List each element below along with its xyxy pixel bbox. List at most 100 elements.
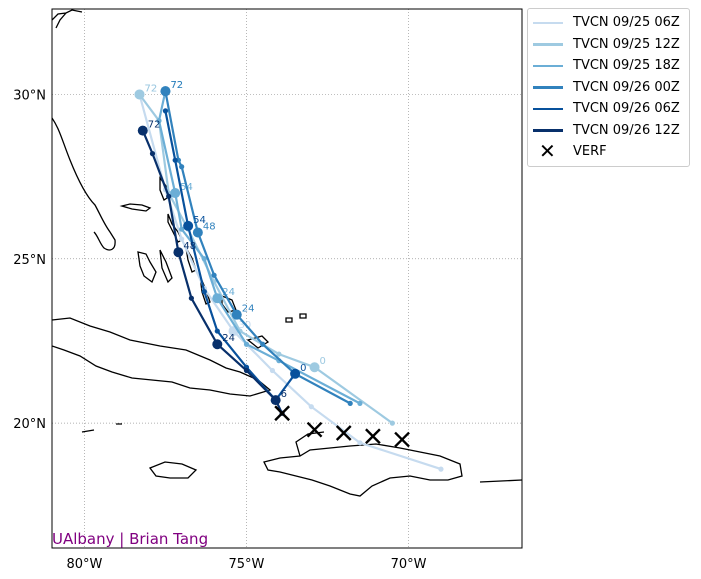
legend-label: TVCN 09/26 00Z: [573, 79, 680, 95]
forecast-hour-label: 48: [183, 241, 196, 252]
forecast-hour-label: 6: [281, 389, 287, 400]
track-point: [179, 226, 185, 232]
legend-item: ✕ VERF: [528, 141, 689, 163]
track-point: [134, 89, 145, 100]
forecast-hour-label: 24: [242, 304, 255, 315]
track-point: [162, 108, 169, 114]
lon-tick-label: 80°W: [66, 557, 102, 572]
coast-florida: [52, 117, 116, 251]
forecast-hour-label: 72: [170, 80, 183, 91]
coast-turks: [285, 313, 307, 323]
lat-tick-label: 20°N: [13, 417, 46, 432]
track-point: [243, 341, 250, 347]
coast-puerto-rico: [479, 479, 522, 483]
line-swatch-icon: [533, 37, 563, 51]
track-point: [173, 247, 184, 258]
track-point: [201, 256, 207, 262]
legend-item: TVCN 09/26 12Z: [528, 120, 689, 142]
track-point: [438, 466, 444, 472]
line-swatch-icon: [533, 80, 563, 94]
coast-bahamas-grand: [119, 203, 152, 212]
forecast-hour-label: 72: [145, 83, 158, 94]
track-point: [357, 400, 363, 406]
track-point: [212, 339, 223, 350]
forecast-hour-label: 54: [193, 215, 206, 226]
verf-marker: [274, 405, 290, 422]
track-point: [290, 368, 301, 379]
track-point: [260, 341, 266, 347]
track-point: [137, 125, 148, 136]
track-point: [179, 236, 185, 242]
forecast-hour-label: 72: [148, 120, 161, 131]
legend-label: TVCN 09/26 12Z: [573, 122, 680, 138]
forecast-hour-label: 0: [300, 363, 306, 374]
forecast-hour-label: 30: [239, 320, 252, 331]
track-5: 6 24 48 72: [137, 120, 287, 416]
track-point: [347, 400, 353, 406]
track-3: 24 48 72: [160, 80, 353, 406]
line-swatch-icon: [533, 102, 563, 116]
forecast-hour-label: 48: [203, 221, 216, 232]
track-0: 30 72: [134, 83, 444, 472]
legend-item: TVCN 09/26 06Z: [528, 98, 689, 120]
track-point: [156, 118, 162, 124]
legend-label: TVCN 09/25 18Z: [573, 58, 680, 74]
plot-frame: [51, 8, 523, 549]
verf-marker: [394, 431, 410, 448]
track-point: [212, 293, 223, 304]
track-point: [170, 188, 181, 199]
track-point: [243, 367, 250, 374]
track-point: [188, 295, 194, 301]
coast-bahamas-andros: [137, 251, 157, 284]
legend-item: TVCN 09/25 18Z: [528, 55, 689, 77]
track-point: [357, 440, 363, 446]
track-point: [201, 289, 207, 295]
track-point: [214, 328, 220, 334]
lon-tick-label: 70°W: [391, 557, 427, 572]
legend-item: TVCN 09/25 12Z: [528, 34, 689, 56]
coast-bahamas-acklins: [221, 295, 237, 313]
track-line: [138, 94, 442, 471]
track-point: [179, 164, 185, 170]
track-point: [308, 404, 314, 410]
track-point: [270, 395, 281, 406]
axis-ticks: 80°W 75°W 70°W 20°N 25°N 30°N: [13, 88, 426, 572]
track-point: [269, 367, 276, 374]
forecast-hour-label: 24: [222, 287, 235, 298]
track-point: [160, 86, 171, 97]
coast-cuba: [52, 317, 272, 397]
lat-tick-label: 30°N: [13, 88, 46, 103]
track-point: [192, 227, 203, 238]
credit-text: UAlbany | Brian Tang: [52, 530, 208, 548]
forecast-hour-label: 72: [145, 83, 158, 94]
track-point: [183, 220, 194, 231]
verf-marker: [306, 421, 323, 438]
lat-tick-label: 25°N: [13, 253, 46, 268]
map-gridlines: [52, 9, 522, 548]
legend-label: VERF: [573, 144, 607, 160]
coast-cayman: [81, 423, 122, 433]
verification-markers: [274, 405, 410, 448]
coast-se-us: [52, 9, 83, 29]
track-point: [166, 193, 172, 199]
track-point: [231, 309, 242, 320]
legend-item: TVCN 09/25 06Z: [528, 12, 689, 34]
coast-bahamas-exuma: [159, 249, 173, 284]
legend-label: TVCN 09/25 06Z: [573, 15, 680, 31]
lon-tick-label: 75°W: [229, 557, 265, 572]
coast-hispaniola: [263, 431, 463, 497]
forecast-hour-label: 0: [320, 356, 326, 367]
track-point: [149, 151, 156, 157]
legend-label: TVCN 09/25 12Z: [573, 36, 680, 52]
forecast-hour-label: 72: [170, 80, 183, 91]
track-point: [389, 420, 395, 426]
verf-marker: [335, 425, 352, 441]
line-swatch-icon: [533, 16, 563, 30]
line-swatch-icon: [533, 123, 563, 137]
coast-jamaica: [148, 461, 198, 479]
forecast-hour-label: 24: [222, 333, 235, 344]
verf-marker: [365, 428, 381, 445]
legend-label: TVCN 09/26 06Z: [573, 101, 680, 117]
